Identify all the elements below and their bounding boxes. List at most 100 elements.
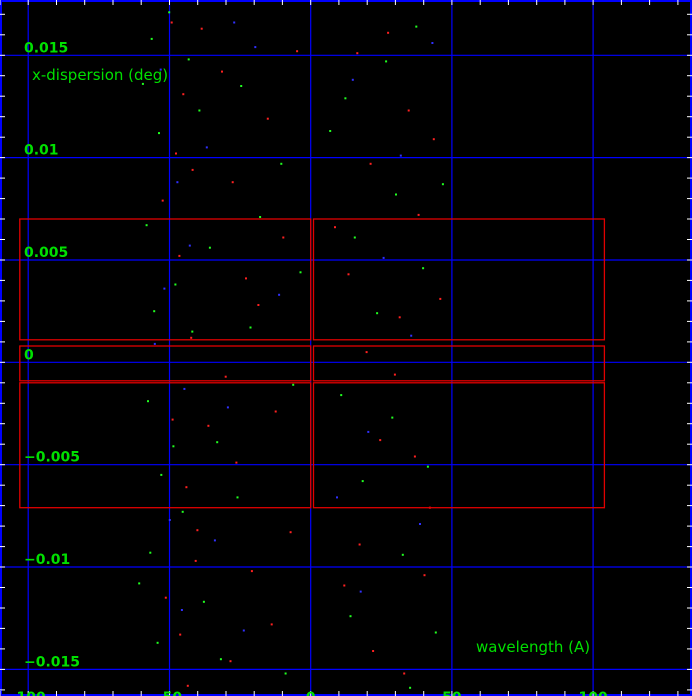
data-point-blue (163, 287, 166, 290)
data-point-red (358, 543, 361, 546)
data-point-green (172, 445, 175, 448)
selection-box (312, 218, 606, 341)
data-point-red (221, 70, 223, 73)
data-point-green (150, 37, 153, 40)
data-point-green (158, 132, 160, 135)
data-point-green (415, 25, 418, 28)
data-point-blue (336, 496, 338, 499)
data-point-blue (153, 342, 156, 345)
data-point-green (138, 582, 141, 585)
data-point-red (289, 531, 292, 534)
selection-box (19, 382, 312, 509)
data-point-green (249, 326, 252, 329)
data-point-blue (399, 154, 402, 157)
x-tick-label: -100 (11, 690, 46, 696)
data-point-red (182, 93, 185, 96)
data-point-green (236, 496, 239, 499)
x-tick-label: -50 (157, 690, 183, 696)
data-point-red (296, 50, 299, 53)
data-point-green (340, 394, 343, 397)
data-point-green (208, 246, 211, 249)
data-point-green (160, 473, 163, 476)
y-tick-label: −0.01 (24, 552, 70, 568)
data-point-blue (431, 42, 434, 44)
x-tick-label: 50 (442, 690, 462, 696)
data-point-blue (242, 629, 245, 632)
data-point-red (432, 138, 435, 141)
data-point-green (156, 641, 159, 644)
data-point-red (178, 254, 181, 257)
data-point-red (207, 424, 210, 427)
data-point-green (216, 441, 219, 444)
data-point-green (202, 600, 205, 603)
data-point-red (231, 181, 234, 184)
data-point-blue (233, 21, 236, 24)
y-axis-label: x-dispersion (deg) (32, 66, 168, 84)
data-point-green (353, 236, 356, 239)
data-point-red (229, 660, 232, 663)
data-point-green (434, 631, 437, 634)
data-point-red (186, 684, 189, 687)
y-tick-labels: 0.015 0.01 0.005 0 −0.005 −0.01 −0.015 (24, 40, 80, 670)
selection-box (312, 345, 606, 382)
y-tick-label: 0.005 (24, 245, 68, 261)
data-point-green (426, 465, 429, 468)
data-point-red (200, 27, 203, 30)
data-points (138, 11, 444, 689)
data-point-red (393, 373, 396, 376)
data-point-red (403, 672, 406, 675)
data-point-green (187, 58, 190, 61)
data-point-red (398, 316, 401, 319)
y-tick-label: 0.015 (24, 40, 68, 56)
data-point-red (175, 152, 177, 155)
data-point-red (334, 226, 336, 229)
data-point-red (266, 117, 269, 120)
data-point-red (387, 31, 390, 34)
data-point-green (219, 658, 222, 661)
data-point-green (409, 686, 412, 689)
data-point-blue (410, 334, 413, 337)
data-point-green (329, 130, 332, 132)
data-point-blue (180, 609, 183, 611)
data-point-red (347, 273, 350, 276)
data-point-red (170, 21, 173, 24)
data-point-green (284, 672, 287, 675)
data-point-green (168, 11, 171, 14)
x-tick-labels: -100 -50 0 50 100 (11, 690, 608, 696)
selection-box (19, 218, 312, 341)
data-point-red (356, 52, 359, 55)
data-point-blue (359, 590, 362, 593)
data-point-red (164, 596, 167, 599)
data-point-red (191, 168, 194, 171)
data-point-blue (226, 406, 229, 409)
data-point-green (395, 193, 397, 196)
y-tick-label: 0.01 (24, 143, 59, 159)
data-point-red (190, 336, 193, 339)
data-point-green (280, 162, 283, 165)
data-point-green (174, 283, 177, 286)
data-point-green (361, 480, 364, 483)
data-point-blue (419, 523, 421, 525)
data-point-red (282, 236, 285, 239)
data-point-blue (176, 181, 179, 184)
data-point-blue (278, 293, 281, 296)
data-point-green (422, 267, 425, 270)
data-point-red (439, 297, 442, 300)
data-point-green (240, 85, 243, 87)
data-point-green (401, 553, 404, 556)
data-point-red (245, 277, 247, 280)
data-point-red (196, 529, 199, 532)
data-point-red (413, 455, 416, 458)
data-point-red (179, 633, 182, 636)
data-point-red (369, 162, 372, 165)
data-point-green (344, 97, 347, 100)
data-point-blue (183, 387, 186, 390)
data-point-red (423, 574, 426, 577)
data-point-green (376, 312, 379, 315)
data-point-green (147, 400, 149, 403)
